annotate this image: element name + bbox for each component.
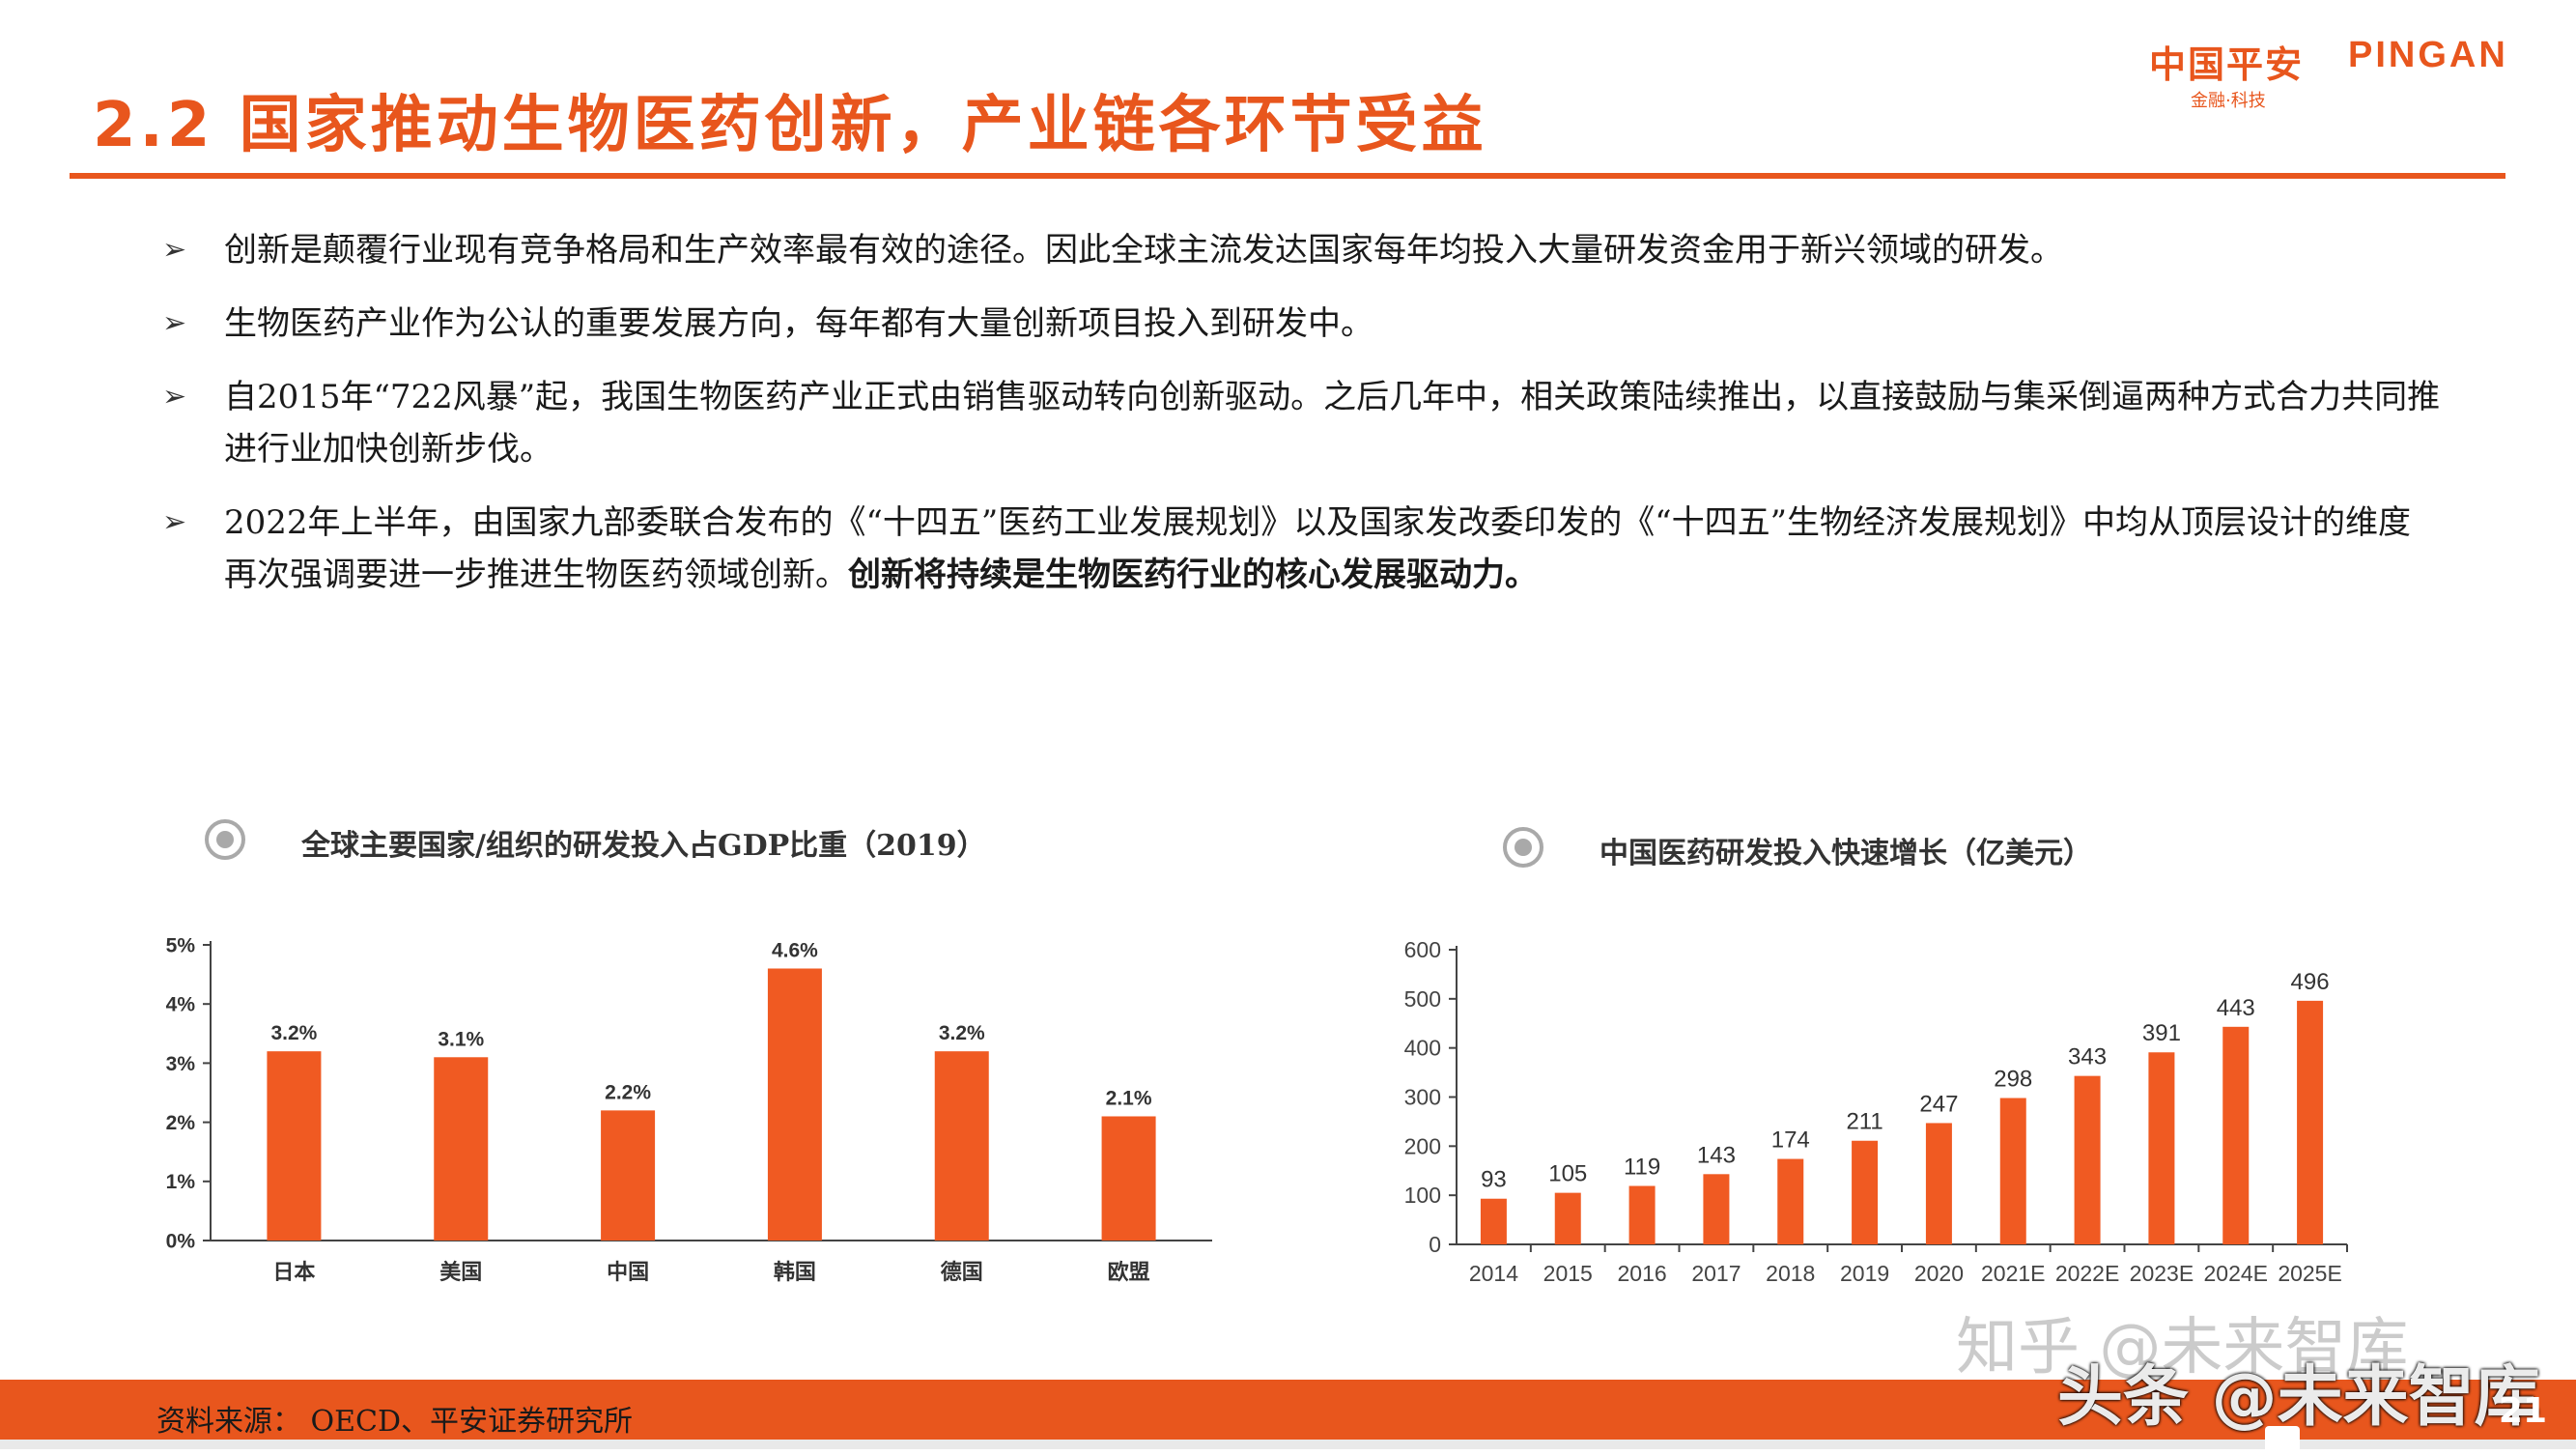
y-tick-label: 3% [166, 1053, 196, 1075]
x-tick-label: 2018 [1766, 1261, 1815, 1286]
radio-bullet-icon [1503, 827, 1543, 868]
bar [1554, 1192, 1581, 1244]
data-label: 3.2% [270, 1022, 317, 1044]
data-label: 391 [2142, 1020, 2181, 1046]
radio-bullet-icon [205, 819, 245, 860]
x-tick-label: 2017 [1691, 1261, 1741, 1286]
y-tick-label: 200 [1404, 1133, 1441, 1158]
bullet-text: 2022年上半年，由国家九部委联合发布的《“十四五”医药工业发展规划》以及国家发… [224, 503, 2412, 594]
bar [2297, 1000, 2324, 1244]
bar [1852, 1140, 1879, 1244]
bullet-text: 自2015年“722风暴”起，我国生物医药产业正式由销售驱动转向创新驱动。之后几… [224, 378, 2441, 469]
bullet-bold-conclusion: 创新将持续是生物医药行业的核心发展驱动力。 [848, 556, 1538, 594]
arrow-bullet-icon: ➢ [162, 505, 187, 539]
data-label: 174 [1771, 1127, 1810, 1154]
y-tick-label: 300 [1404, 1085, 1441, 1110]
x-tick-label: 2019 [1840, 1261, 1889, 1286]
data-label: 3.2% [939, 1022, 985, 1044]
data-label: 105 [1548, 1161, 1587, 1187]
bullet-text: 生物医药产业作为公认的重要发展方向，每年都有大量创新项目投入到研发中。 [224, 304, 1373, 343]
x-tick-label: 日本 [272, 1260, 315, 1284]
x-tick-label: 2025E [2278, 1261, 2342, 1286]
y-tick-label: 400 [1404, 1036, 1441, 1061]
source-note: 资料来源： OECD、平安证券研究所 [156, 1405, 634, 1439]
bar [1628, 1185, 1656, 1244]
x-tick-label: 美国 [439, 1260, 482, 1284]
arrow-bullet-icon: ➢ [162, 233, 187, 267]
y-tick-label: 0% [166, 1230, 196, 1252]
bar [267, 1051, 322, 1241]
bullet-item: ➢ 自2015年“722风暴”起，我国生物医药产业正式由销售驱动转向创新驱动。之… [162, 371, 2442, 475]
title-divider [70, 173, 2505, 179]
x-tick-label: 2014 [1469, 1261, 1518, 1286]
y-tick-label: 4% [166, 994, 196, 1016]
bar [601, 1110, 656, 1241]
brand-logo: 中国平安 PINGAN 金融·科技 [2149, 35, 2545, 112]
data-label: 247 [1919, 1091, 1958, 1117]
x-tick-label: 中国 [607, 1260, 649, 1284]
bullet-text: 创新是颠覆行业现有竞争格局和生产效率最有效的途径。因此全球主流发达国家每年均投入… [224, 231, 2063, 270]
x-tick-label: 2015 [1543, 1261, 1593, 1286]
bullet-list: ➢ 创新是颠覆行业现有竞争格局和生产效率最有效的途径。因此全球主流发达国家每年均… [162, 224, 2442, 622]
bar [1925, 1123, 1952, 1244]
bar [1480, 1198, 1507, 1244]
chart-2-title: 中国医药研发投入快速增长（亿美元） [1599, 837, 2092, 870]
arrow-bullet-icon: ➢ [162, 380, 187, 414]
bar [2222, 1026, 2250, 1244]
bar [2074, 1075, 2101, 1244]
chart-1-title: 全球主要国家/组织的研发投入占GDP比重（2019） [301, 829, 986, 863]
bar [767, 968, 822, 1241]
x-tick-label: 德国 [941, 1260, 983, 1284]
y-tick-label: 100 [1404, 1183, 1441, 1208]
bar [934, 1051, 989, 1241]
page-number: 21 [2498, 1391, 2547, 1431]
data-label: 211 [1846, 1109, 1882, 1135]
data-label: 4.6% [772, 939, 818, 961]
y-tick-label: 500 [1404, 986, 1441, 1012]
logo-english: PINGAN [2348, 35, 2508, 75]
watermark-zhihu: 知乎 @未来智库 [1956, 1312, 2409, 1384]
data-label: 93 [1481, 1167, 1507, 1193]
footer-bar [0, 1380, 2576, 1440]
logo-chinese: 中国平安 [2149, 43, 2305, 86]
bullet-item: ➢ 2022年上半年，由国家九部委联合发布的《“十四五”医药工业发展规划》以及国… [162, 497, 2442, 601]
x-tick-label: 2016 [1617, 1261, 1666, 1286]
bar [1101, 1116, 1156, 1241]
y-tick-label: 600 [1404, 937, 1441, 962]
x-tick-label: 欧盟 [1108, 1260, 1150, 1284]
bullet-item: ➢ 生物医药产业作为公认的重要发展方向，每年都有大量创新项目投入到研发中。 [162, 298, 2442, 350]
data-label: 2.2% [605, 1081, 651, 1103]
page-title: 2.2 国家推动生物医药创新，产业链各环节受益 [93, 90, 1487, 161]
data-label: 443 [2217, 995, 2255, 1021]
watermark-toutiao: 头条 @未来智库 [2057, 1359, 2540, 1436]
arrow-bullet-icon: ➢ [162, 306, 187, 340]
y-tick-label: 5% [166, 934, 196, 956]
y-tick-label: 0 [1429, 1232, 1441, 1257]
china-pharma-rd-chart: 0 100 200 300 400 500 600 93 2014 105 2015 119 2016 1… [1404, 937, 2348, 1286]
data-label: 343 [2068, 1044, 2107, 1070]
bar [434, 1057, 489, 1241]
data-label: 496 [2291, 969, 2330, 995]
x-tick-label: 2024E [2203, 1261, 2268, 1286]
x-tick-label: 2022E [2055, 1261, 2120, 1286]
bullet-item: ➢ 创新是颠覆行业现有竞争格局和生产效率最有效的途径。因此全球主流发达国家每年均… [162, 224, 2442, 276]
bar [1999, 1098, 2026, 1244]
bar [1777, 1158, 1804, 1244]
x-tick-label: 2020 [1914, 1261, 1964, 1286]
x-tick-label: 2023E [2130, 1261, 2194, 1286]
y-tick-label: 1% [166, 1171, 196, 1193]
rd-gdp-ratio-chart: 0% 1% 2% 3% 4% 5% 3.2% 日本 3.1% 美国 2.2% 中国 4.6% 韩国 3.2%… [166, 934, 1212, 1284]
bar [2148, 1052, 2175, 1244]
data-label: 2.1% [1106, 1087, 1152, 1109]
bar [1703, 1174, 1730, 1244]
x-tick-label: 韩国 [774, 1260, 816, 1284]
data-label: 298 [1994, 1067, 2032, 1093]
data-label: 119 [1624, 1155, 1660, 1181]
footer-rule [0, 1440, 2576, 1449]
logo-tagline: 金融·科技 [2191, 91, 2266, 111]
data-label: 143 [1697, 1142, 1736, 1168]
x-tick-label: 2021E [1981, 1261, 2046, 1286]
y-tick-label: 2% [166, 1112, 196, 1134]
data-label: 3.1% [438, 1028, 484, 1050]
